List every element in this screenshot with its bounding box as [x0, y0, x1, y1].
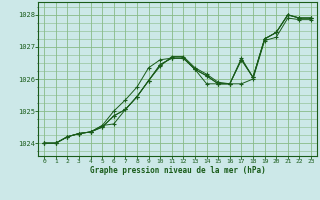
X-axis label: Graphe pression niveau de la mer (hPa): Graphe pression niveau de la mer (hPa) [90, 166, 266, 175]
